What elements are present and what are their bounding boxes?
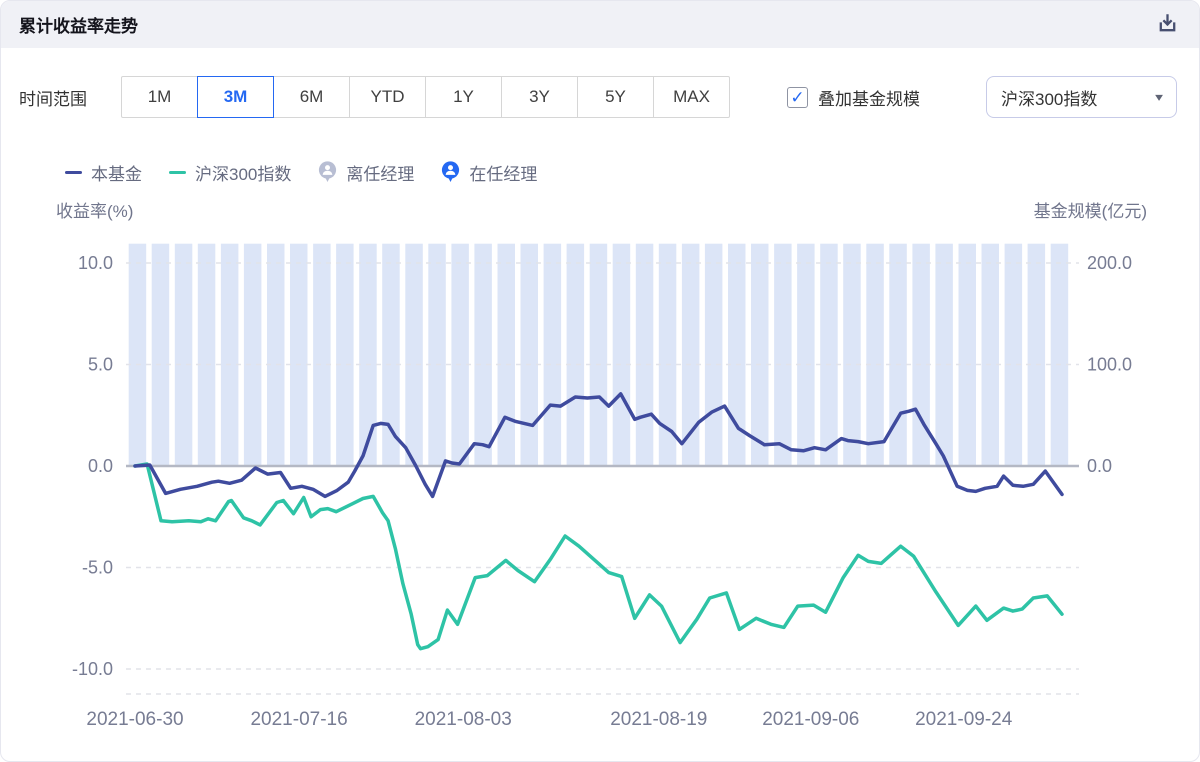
legend-label: 在任经理	[469, 164, 538, 184]
left-axis-title: 收益率(%)	[56, 202, 134, 221]
svg-text:2021-08-03: 2021-08-03	[415, 709, 512, 730]
benchmark-select[interactable]: 沪深300指数 ▾	[986, 76, 1177, 118]
time-range-button-group: 1M 3M 6M YTD 1Y 3Y 5Y MAX	[121, 76, 730, 118]
right-axis-tick-labels: 200.0 100.0 0.0	[1087, 253, 1132, 476]
legend-label: 本基金	[91, 164, 142, 184]
time-range-button-6m[interactable]: 6M	[273, 76, 350, 118]
time-range-button-max[interactable]: MAX	[653, 76, 730, 118]
manager-pin-icon	[318, 161, 337, 183]
controls-row: 时间范围 1M 3M 6M YTD 1Y 3Y 5Y MAX ✓ 叠加基金规模 沪深300指数…	[1, 75, 1199, 119]
svg-text:200.0: 200.0	[1087, 253, 1132, 273]
legend-item-0[interactable]: 本基金	[65, 160, 142, 185]
svg-text:0.0: 0.0	[88, 456, 113, 476]
time-range-button-1m[interactable]: 1M	[121, 76, 198, 118]
legend-line-swatch	[169, 170, 186, 174]
svg-text:-10.0: -10.0	[72, 659, 113, 679]
legend-line-swatch	[65, 170, 82, 174]
trend-chart: 10.0 5.0 0.0 -5.0 -10.0 200.0 100.0 0.0 2021-06-…	[72, 243, 1132, 730]
svg-text:2021-09-06: 2021-09-06	[762, 709, 859, 730]
time-range-button-3y[interactable]: 3Y	[501, 76, 578, 118]
svg-text:5.0: 5.0	[88, 355, 113, 375]
card-header: 累计收益率走势	[1, 1, 1199, 48]
left-axis-tick-labels: 10.0 5.0 0.0 -5.0 -10.0	[72, 253, 113, 679]
legend-label: 离任经理	[346, 164, 415, 184]
download-icon	[1156, 12, 1179, 38]
svg-text:100.0: 100.0	[1087, 355, 1132, 375]
page-title: 累计收益率走势	[19, 17, 138, 36]
legend-item-2[interactable]: 离任经理	[318, 160, 414, 185]
time-range-label: 时间范围	[19, 89, 87, 109]
manager-pin-icon	[441, 161, 460, 183]
svg-text:0.0: 0.0	[1087, 456, 1112, 476]
time-range-button-5y[interactable]: 5Y	[577, 76, 654, 118]
chevron-down-icon: ▾	[1155, 90, 1163, 104]
checkbox-check-icon: ✓	[787, 86, 808, 108]
time-range-button-ytd[interactable]: YTD	[349, 76, 426, 118]
x-axis-date-labels: 2021-06-30 2021-07-16 2021-08-03 2021-08-19…	[86, 709, 1012, 730]
legend-item-3[interactable]: 在任经理	[441, 160, 537, 185]
time-range-button-1y[interactable]: 1Y	[425, 76, 502, 118]
overlay-fund-size-checkbox[interactable]: ✓ 叠加基金规模	[787, 75, 920, 119]
svg-text:2021-08-19: 2021-08-19	[610, 709, 707, 730]
legend-item-1[interactable]: 沪深300指数	[169, 160, 291, 185]
svg-text:10.0: 10.0	[78, 253, 113, 273]
svg-text:2021-07-16: 2021-07-16	[250, 709, 347, 730]
benchmark-select-value: 沪深300指数	[1001, 89, 1098, 109]
time-range-button-3m[interactable]: 3M	[197, 76, 274, 118]
svg-text:2021-09-24: 2021-09-24	[915, 709, 1013, 730]
overlay-checkbox-label: 叠加基金规模	[818, 89, 920, 109]
series-line-沪深300指数	[133, 462, 1064, 651]
svg-text:2021-06-30: 2021-06-30	[86, 709, 183, 730]
download-button[interactable]	[1153, 11, 1181, 39]
series-line-本基金	[133, 392, 1064, 499]
svg-text:-5.0: -5.0	[82, 558, 113, 578]
right-axis-title: 基金规模(亿元)	[1033, 202, 1147, 221]
legend-label: 沪深300指数	[195, 164, 292, 184]
chart-legend: 本基金 沪深300指数 离任经理 在任经理	[65, 159, 537, 185]
